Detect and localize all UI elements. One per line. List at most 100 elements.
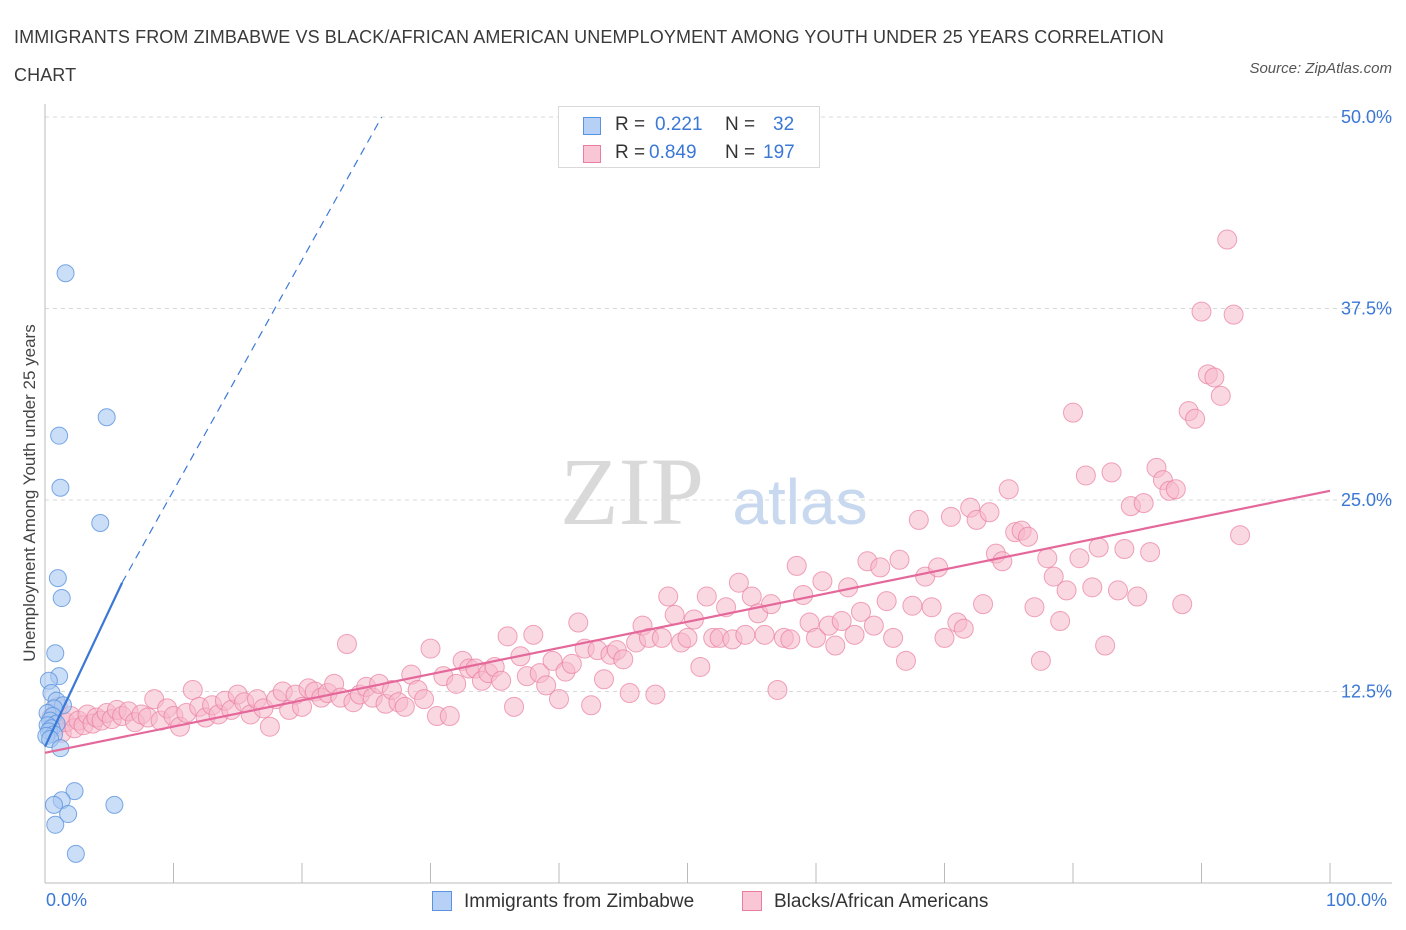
data-point-blacks bbox=[992, 551, 1013, 572]
data-point-blacks bbox=[1217, 229, 1238, 250]
data-point-blacks bbox=[613, 649, 634, 670]
data-point-blacks bbox=[889, 549, 910, 570]
data-point-blacks bbox=[1037, 548, 1058, 569]
y-tick-label: 12.5% bbox=[1341, 682, 1392, 702]
data-point-blacks bbox=[1223, 304, 1244, 325]
bottom-legend-swatch-pink bbox=[742, 891, 762, 911]
legend-r-label: R = bbox=[615, 142, 646, 163]
data-point-blacks bbox=[831, 611, 852, 632]
data-point-blacks bbox=[1204, 367, 1225, 388]
y-tick-label: 25.0% bbox=[1341, 490, 1392, 510]
data-point-blacks bbox=[1140, 542, 1161, 563]
data-point-blacks bbox=[1133, 493, 1154, 514]
data-point-blacks bbox=[1165, 479, 1186, 500]
series-zimbabwe-points bbox=[37, 264, 124, 863]
data-point-blacks bbox=[1018, 526, 1039, 547]
data-point-blacks bbox=[336, 634, 357, 655]
data-point-zimbabwe bbox=[97, 408, 116, 427]
data-point-blacks bbox=[504, 696, 525, 717]
data-point-blacks bbox=[1114, 539, 1135, 560]
data-point-zimbabwe bbox=[51, 478, 70, 497]
data-point-blacks bbox=[780, 629, 801, 650]
legend-swatch-pink bbox=[583, 145, 601, 163]
data-point-blacks bbox=[921, 597, 942, 618]
bottom-legend-swatch-blue bbox=[432, 891, 452, 911]
data-point-blacks bbox=[908, 509, 929, 530]
data-point-blacks bbox=[1230, 525, 1251, 546]
data-point-blacks bbox=[1082, 577, 1103, 598]
data-point-blacks bbox=[876, 591, 897, 612]
data-point-blacks bbox=[651, 627, 672, 648]
legend-r-value: 0.849 bbox=[649, 142, 697, 163]
data-point-zimbabwe bbox=[50, 426, 69, 445]
data-point-blacks bbox=[690, 656, 711, 677]
data-point-blacks bbox=[883, 627, 904, 648]
chart-title: IMMIGRANTS FROM ZIMBABWE VS BLACK/AFRICA… bbox=[14, 27, 1165, 85]
legend-box: R = 0.221 N = 32 R = 0.849 N = 197 bbox=[558, 106, 820, 168]
data-point-blacks bbox=[728, 572, 749, 593]
data-point-blacks bbox=[1191, 301, 1212, 322]
trend-line-zimbabwe-extension bbox=[121, 116, 383, 584]
bottom-legend-label: Blacks/African Americans bbox=[774, 891, 989, 912]
data-point-blacks bbox=[973, 594, 994, 615]
data-point-zimbabwe bbox=[91, 513, 110, 532]
data-point-zimbabwe bbox=[52, 589, 71, 608]
data-point-blacks bbox=[806, 627, 826, 648]
data-point-blacks bbox=[934, 627, 955, 648]
legend-n-value: 197 bbox=[763, 142, 795, 163]
legend-n-label: N = bbox=[725, 142, 756, 163]
data-point-blacks bbox=[1095, 635, 1116, 656]
data-point-blacks bbox=[940, 506, 961, 527]
data-point-blacks bbox=[979, 502, 1000, 523]
y-tick-labels: 12.5% 25.0% 37.5% 50.0% bbox=[1341, 107, 1392, 702]
y-tick-label: 50.0% bbox=[1341, 107, 1392, 127]
legend-n-label: N = bbox=[725, 114, 756, 135]
data-point-blacks bbox=[998, 479, 1019, 500]
watermark: ZIP atlas bbox=[560, 438, 868, 545]
data-point-zimbabwe bbox=[59, 805, 78, 824]
data-point-blacks bbox=[1185, 408, 1206, 429]
data-point-blacks bbox=[844, 624, 865, 645]
x-tick-label-min: 0.0% bbox=[46, 890, 88, 910]
data-point-blacks bbox=[645, 684, 666, 705]
axes bbox=[44, 104, 1392, 884]
data-point-blacks bbox=[536, 675, 557, 696]
data-point-blacks bbox=[1088, 537, 1109, 558]
data-point-blacks bbox=[754, 624, 775, 645]
data-point-zimbabwe bbox=[46, 644, 65, 663]
data-point-blacks bbox=[1043, 566, 1064, 587]
data-point-blacks bbox=[1107, 580, 1128, 601]
data-point-blacks bbox=[677, 627, 698, 648]
data-point-blacks bbox=[497, 626, 518, 647]
data-point-blacks bbox=[953, 618, 974, 639]
y-tick-label: 37.5% bbox=[1341, 299, 1392, 319]
data-point-zimbabwe bbox=[56, 264, 75, 283]
data-point-zimbabwe bbox=[46, 815, 65, 834]
data-point-blacks bbox=[1050, 611, 1071, 632]
bottom-legend-label: Immigrants from Zimbabwe bbox=[464, 891, 695, 912]
data-point-blacks bbox=[523, 624, 544, 645]
data-point-blacks bbox=[568, 612, 589, 633]
data-point-blacks bbox=[741, 586, 762, 607]
trend-line-blacks bbox=[44, 489, 1331, 754]
x-tick-label-max: 100.0% bbox=[1326, 890, 1388, 910]
source-label: Source: ZipAtlas.com bbox=[1249, 60, 1392, 77]
data-point-blacks bbox=[1056, 580, 1077, 601]
data-point-blacks bbox=[928, 557, 949, 578]
data-point-blacks bbox=[786, 555, 807, 576]
data-point-blacks bbox=[1024, 597, 1045, 618]
data-point-zimbabwe bbox=[66, 844, 85, 863]
data-point-blacks bbox=[581, 695, 602, 716]
trend-line-zimbabwe bbox=[44, 582, 124, 748]
data-point-blacks bbox=[619, 683, 640, 704]
data-point-blacks bbox=[1063, 402, 1083, 423]
data-point-blacks bbox=[182, 679, 203, 700]
data-point-blacks bbox=[1210, 385, 1231, 406]
legend-n-value: 32 bbox=[773, 114, 795, 135]
data-point-blacks bbox=[491, 670, 512, 691]
data-point-blacks bbox=[863, 615, 884, 636]
legend-swatch-blue bbox=[583, 117, 601, 135]
data-point-blacks bbox=[1069, 548, 1090, 569]
data-point-blacks bbox=[420, 638, 441, 659]
